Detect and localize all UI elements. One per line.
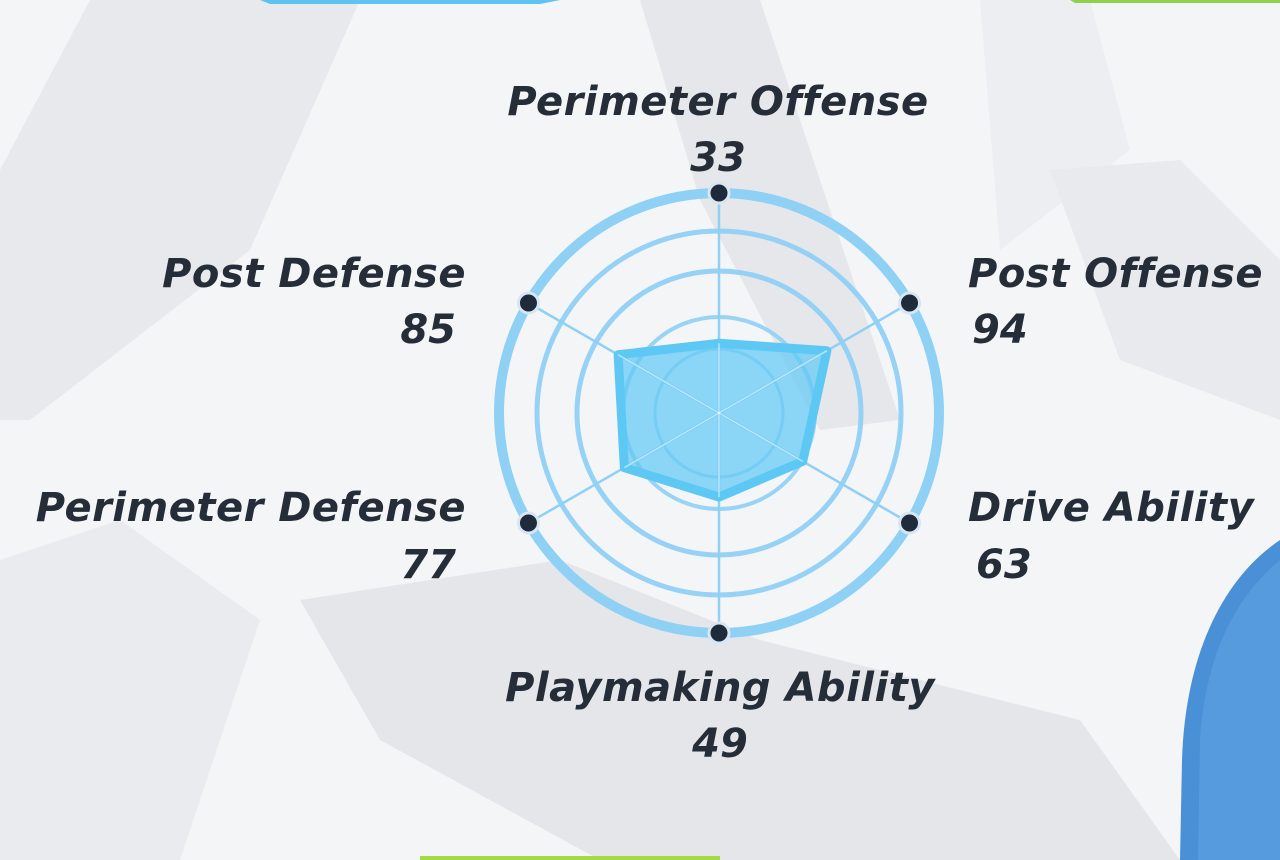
radar-node-3 (707, 621, 731, 645)
radar-shape (613, 338, 832, 502)
stat-label-perimeter-offense: Perimeter Offense (507, 79, 929, 125)
stat-value-perimeter-offense: 33 (690, 135, 746, 181)
radar-node-4 (516, 511, 540, 535)
stat-label-post-offense: Post Offense (968, 251, 1264, 297)
stat-label-playmaking-ability: Playmaking Ability (505, 665, 935, 711)
stat-value-drive-ability: 63 (976, 542, 1032, 588)
radar-value-spoke-2 (718, 412, 804, 462)
radar-node-1 (898, 291, 922, 315)
radar-nodes (516, 181, 922, 645)
radar-node-5 (516, 291, 540, 315)
radar-value-spoke-4 (623, 412, 720, 469)
stat-value-perimeter-defense: 77 (400, 542, 456, 588)
stat-value-post-offense: 94 (972, 307, 1028, 353)
radar-value-spoke-1 (718, 350, 828, 414)
radar-node-0 (707, 181, 731, 205)
stat-label-drive-ability: Drive Ability (968, 485, 1255, 531)
stat-label-perimeter-defense: Perimeter Defense (35, 485, 466, 531)
stat-label-post-defense: Post Defense (162, 251, 466, 297)
radar-node-2 (898, 511, 922, 535)
stat-value-post-defense: 85 (400, 307, 456, 353)
radar-value-spoke-5 (617, 354, 720, 414)
stat-value-playmaking-ability: 49 (692, 721, 748, 767)
